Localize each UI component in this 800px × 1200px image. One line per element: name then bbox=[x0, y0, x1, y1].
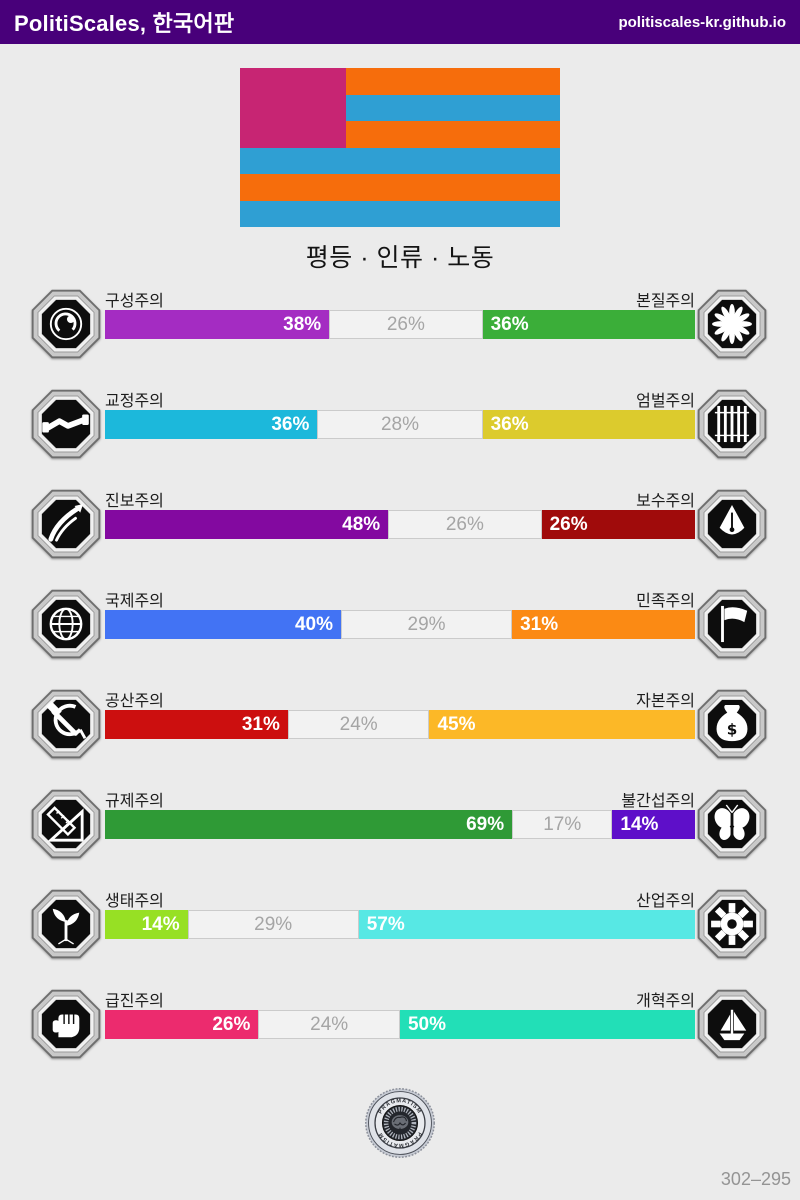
axis-right-bar: 36% bbox=[482, 410, 695, 439]
axis-right-bar: 36% bbox=[482, 310, 695, 339]
axis-neutral-bar: 17% bbox=[512, 810, 613, 839]
axis-right-label: 산업주의 bbox=[636, 893, 695, 910]
axis-right-bar: 31% bbox=[512, 610, 695, 639]
axis-neutral-bar: 24% bbox=[287, 710, 430, 739]
result-motto: 평등 · 인류 · 노동 bbox=[305, 244, 495, 272]
site-url-link[interactable]: politiscales-kr.github.io bbox=[618, 13, 786, 31]
laissez-faire-butterfly-icon bbox=[694, 786, 770, 862]
axis-bar-track: 69% 17% 14% bbox=[105, 810, 695, 839]
axis-right-bar: 26% bbox=[541, 510, 695, 539]
axis-left-bar: 36% bbox=[105, 410, 318, 439]
axis-left-label: 급진주의 bbox=[105, 993, 164, 1010]
axis-right-label: 보수주의 bbox=[636, 493, 695, 510]
conservative-pen-nib-icon bbox=[694, 486, 770, 562]
flag-stripe bbox=[240, 147, 560, 174]
regulation-ruler-icon bbox=[28, 786, 104, 862]
axis-row: 규제주의 불간섭주의 69% 17% 14% bbox=[0, 785, 800, 885]
axis-left-bar: 40% bbox=[105, 610, 341, 639]
header-bar: PolitiScales, 한국어판 politiscales-kr.githu… bbox=[0, 0, 800, 44]
axis-bar-track: 48% 26% 26% bbox=[105, 510, 695, 539]
flag-stripe bbox=[240, 200, 560, 227]
internationalism-globe-icon bbox=[28, 586, 104, 662]
axis-bar-track: 31% 24% 45% bbox=[105, 710, 695, 739]
axes-list: 구성주의 본질주의 38% 26% 36% 교정주의 엄벌주의 36% 28% … bbox=[0, 285, 800, 1085]
axis-right-label: 민족주의 bbox=[636, 593, 695, 610]
axis-row: 구성주의 본질주의 38% 26% 36% bbox=[0, 285, 800, 385]
axis-right-bar: 57% bbox=[358, 910, 695, 939]
essentialism-flower-icon bbox=[694, 286, 770, 362]
axis-left-bar: 14% bbox=[105, 910, 188, 939]
axis-bar-track: 36% 28% 36% bbox=[105, 410, 695, 439]
axis-left-label: 구성주의 bbox=[105, 293, 164, 310]
axis-left-bar: 48% bbox=[105, 510, 389, 539]
axis-neutral-bar: 28% bbox=[317, 410, 483, 439]
app-title: PolitiScales, 한국어판 bbox=[14, 11, 235, 36]
nationalism-flag-icon bbox=[694, 586, 770, 662]
axis-row: 공산주의 자본주의 31% 24% 45% $ bbox=[0, 685, 800, 785]
axis-neutral-bar: 24% bbox=[258, 1010, 400, 1039]
svg-text:$: $ bbox=[727, 720, 738, 738]
industrialism-gear-icon bbox=[694, 886, 770, 962]
flag-stripe bbox=[240, 174, 560, 201]
axis-row: 교정주의 엄벌주의 36% 28% 36% bbox=[0, 385, 800, 485]
axis-row: 급진주의 개혁주의 26% 24% 50% bbox=[0, 985, 800, 1085]
axis-neutral-bar: 29% bbox=[187, 910, 359, 939]
axis-row: 생태주의 산업주의 14% 29% 57% bbox=[0, 885, 800, 985]
axis-bar-track: 26% 24% 50% bbox=[105, 1010, 695, 1039]
axis-row: 진보주의 보수주의 48% 26% 26% bbox=[0, 485, 800, 585]
result-flag bbox=[240, 68, 560, 227]
axis-left-bar: 69% bbox=[105, 810, 513, 839]
revolution-fist-icon bbox=[28, 986, 104, 1062]
axis-right-label: 불간섭주의 bbox=[621, 793, 695, 810]
axis-left-bar: 38% bbox=[105, 310, 330, 339]
axis-right-label: 자본주의 bbox=[636, 693, 695, 710]
axis-right-label: 엄벌주의 bbox=[636, 393, 695, 410]
rehabilitative-handshake-icon bbox=[28, 386, 104, 462]
axis-neutral-bar: 29% bbox=[341, 610, 513, 639]
axis-bar-track: 14% 29% 57% bbox=[105, 910, 695, 939]
punitive-prison-bars-icon bbox=[694, 386, 770, 462]
axis-left-bar: 31% bbox=[105, 710, 288, 739]
ecology-sprout-icon bbox=[28, 886, 104, 962]
axis-left-label: 생태주의 bbox=[105, 893, 164, 910]
axis-bar-track: 40% 29% 31% bbox=[105, 610, 695, 639]
capitalism-money-bag-icon: $ bbox=[694, 686, 770, 762]
flag-canton bbox=[240, 68, 347, 148]
axis-right-bar: 50% bbox=[399, 1010, 695, 1039]
axis-left-label: 교정주의 bbox=[105, 393, 164, 410]
axis-left-label: 진보주의 bbox=[105, 493, 164, 510]
axis-left-bar: 26% bbox=[105, 1010, 259, 1039]
axis-right-bar: 45% bbox=[429, 710, 695, 739]
axis-right-bar: 14% bbox=[612, 810, 695, 839]
reformism-boat-icon bbox=[694, 986, 770, 1062]
axis-left-label: 공산주의 bbox=[105, 693, 164, 710]
progressive-hand-icon bbox=[28, 486, 104, 562]
constructivism-embryo-icon bbox=[28, 286, 104, 362]
result-code: 302–295 bbox=[720, 1169, 791, 1189]
communism-hammer-sickle-icon bbox=[28, 686, 104, 762]
axis-row: 국제주의 민족주의 40% 29% 31% bbox=[0, 585, 800, 685]
axis-left-label: 규제주의 bbox=[105, 793, 164, 810]
axis-left-label: 국제주의 bbox=[105, 593, 164, 610]
pragmatism-badge-icon: PRAGMATISM PRAGMATISM bbox=[363, 1086, 437, 1160]
axis-neutral-bar: 26% bbox=[388, 510, 542, 539]
axis-neutral-bar: 26% bbox=[329, 310, 483, 339]
axis-right-label: 본질주의 bbox=[636, 293, 695, 310]
axis-right-label: 개혁주의 bbox=[636, 993, 695, 1010]
axis-bar-track: 38% 26% 36% bbox=[105, 310, 695, 339]
